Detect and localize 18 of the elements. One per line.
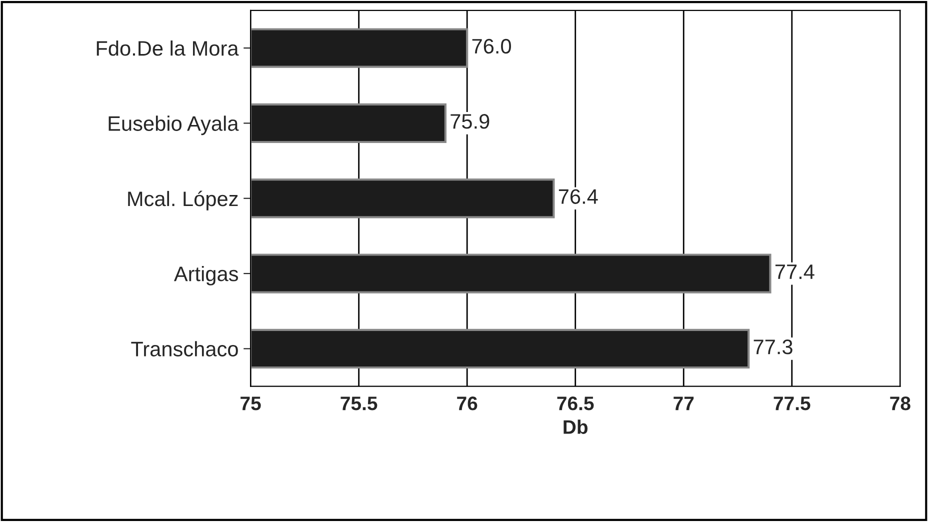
data-label: 77.3 — [754, 340, 792, 354]
x-tick-label: 77 — [674, 396, 694, 410]
x-tick-label: 76.5 — [557, 396, 594, 410]
x-tick-label: 78 — [890, 396, 910, 410]
y-tick-label: Eusebio Ayala — [108, 116, 239, 136]
x-tick-label: 76 — [457, 396, 478, 410]
data-label: 76.4 — [558, 189, 598, 204]
x-tick-label: 77.5 — [774, 396, 810, 410]
y-tick-label: Artigas — [174, 266, 238, 286]
data-label: 76.0 — [472, 38, 511, 54]
x-axis-title: Db — [564, 420, 588, 434]
y-tick-label: Transchaco — [131, 341, 238, 356]
x-tick-label: 75.5 — [340, 396, 378, 410]
data-label: 77.4 — [775, 264, 814, 279]
data-label: 75.9 — [450, 114, 490, 129]
x-tick-label: 75 — [240, 396, 261, 410]
y-tick-label: Fdo.De la Mora — [96, 40, 239, 56]
y-tick-label: Mcal. López — [128, 190, 238, 210]
